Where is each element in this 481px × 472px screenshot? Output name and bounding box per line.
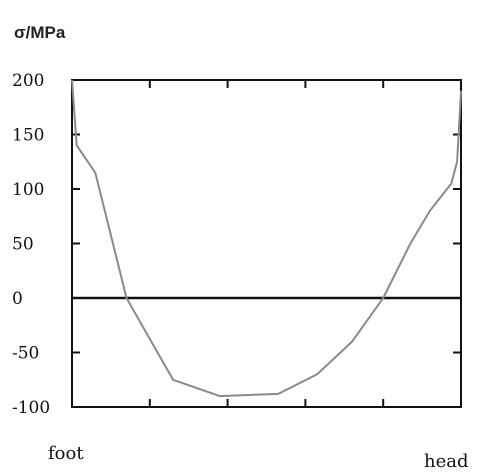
y-tick-label: 50 [12,235,34,255]
plot-frame [71,79,462,408]
x-ticks [148,80,385,407]
y-tick-label: 200 [12,71,44,91]
y-tick-label: 150 [12,126,44,146]
x-end-label: head [424,451,469,472]
stress-curve [71,79,462,398]
y-tick-label: -100 [12,398,50,418]
x-start-label: foot [48,443,84,464]
y-tick-label: 0 [12,289,23,309]
y-tick-label: 100 [12,180,44,200]
y-ticks: 200 150 100 50 0 -50 -100 [12,71,461,418]
y-tick-label: -50 [12,344,39,364]
y-axis-label: σ/MPa [14,23,66,42]
